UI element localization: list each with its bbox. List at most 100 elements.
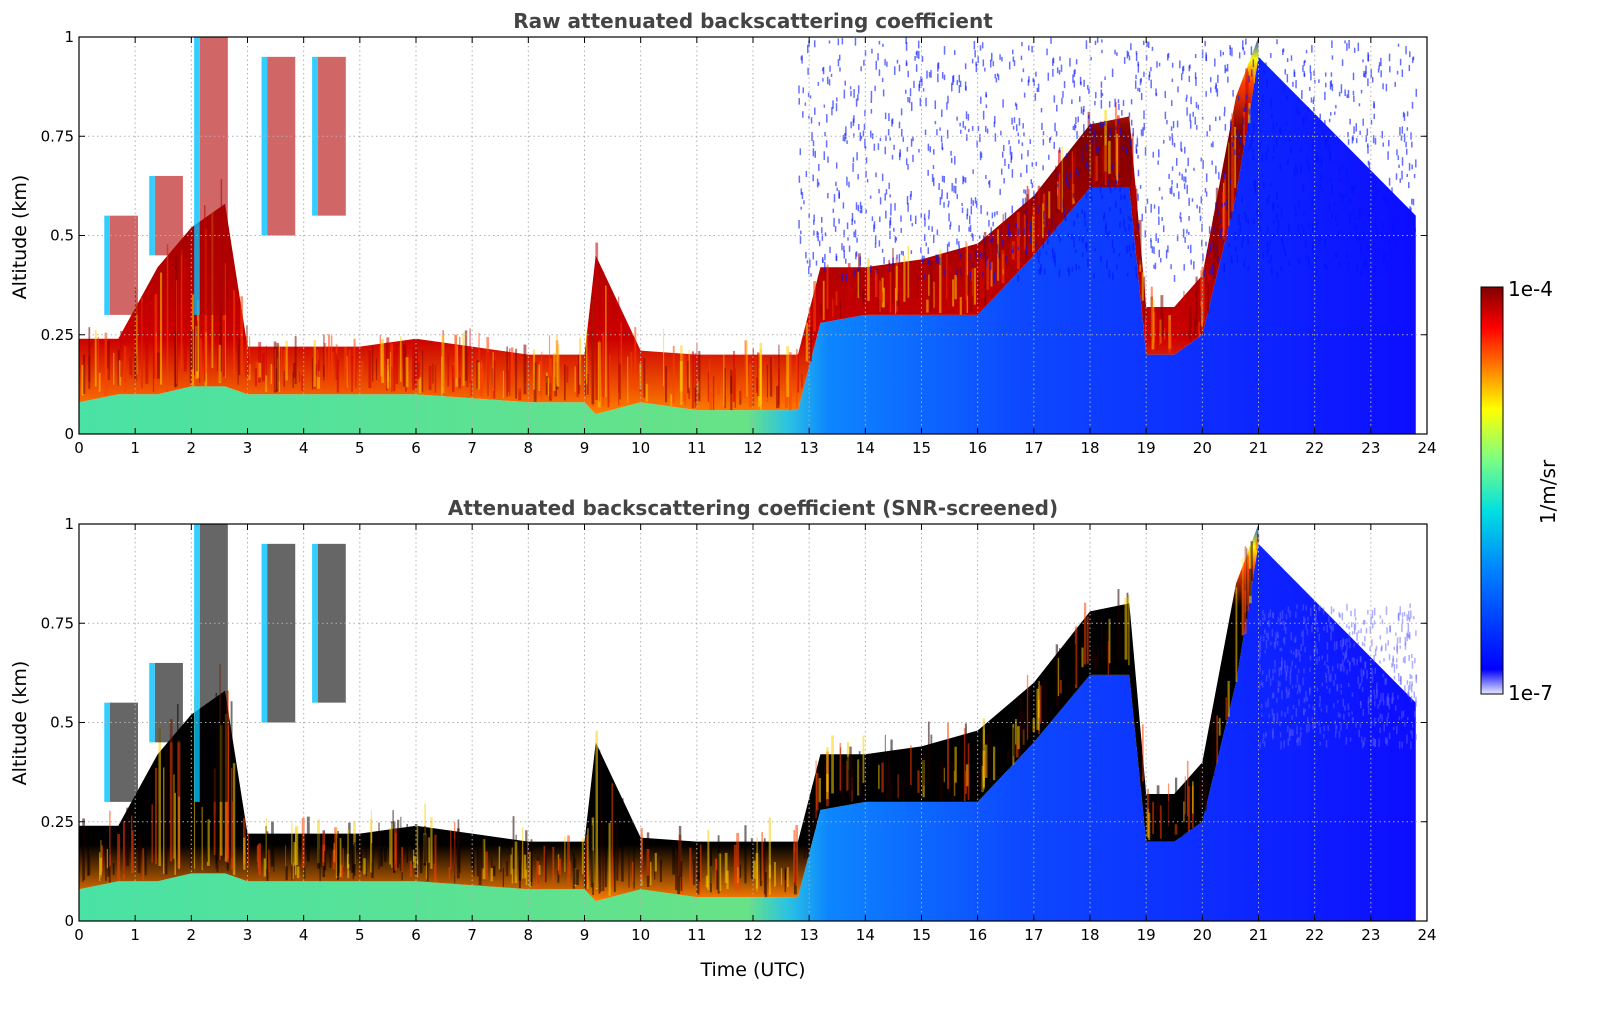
signal-streak [1093, 134, 1095, 186]
noise-speckle [1068, 209, 1070, 213]
noise-speckle [1347, 682, 1350, 687]
signal-streak [500, 850, 502, 872]
noise-speckle [1340, 84, 1343, 94]
noise-speckle [1058, 233, 1060, 238]
noise-speckle [1311, 717, 1314, 721]
noise-speckle [1362, 118, 1364, 126]
noise-speckle [1041, 122, 1043, 131]
noise-speckle [956, 116, 958, 121]
signal-streak [109, 810, 111, 869]
noise-speckle [812, 252, 815, 260]
noise-speckle [1003, 144, 1005, 152]
noise-speckle [1185, 98, 1188, 102]
noise-speckle [1319, 605, 1321, 611]
signal-streak [169, 718, 173, 862]
signal-streak [795, 825, 799, 886]
signal-streak [545, 375, 548, 396]
signal-streak [1247, 71, 1249, 114]
x-tick-label: 13 [800, 926, 819, 944]
noise-speckle [1277, 226, 1280, 231]
noise-speckle [905, 158, 908, 166]
noise-speckle [1315, 224, 1318, 231]
noise-speckle [1259, 741, 1261, 749]
noise-speckle [1152, 151, 1155, 158]
noise-speckle [1011, 205, 1014, 214]
noise-speckle [1383, 723, 1385, 732]
noise-speckle [1356, 236, 1358, 243]
noise-speckle [1198, 206, 1201, 214]
noise-speckle [1114, 98, 1116, 108]
noise-speckle [841, 38, 844, 45]
noise-speckle [1135, 144, 1138, 154]
signal-streak [319, 848, 321, 882]
noise-speckle [1074, 123, 1076, 131]
noise-speckle [961, 202, 963, 206]
noise-speckle [1052, 58, 1054, 67]
noise-speckle [1299, 736, 1301, 746]
noise-speckle [1345, 651, 1347, 659]
noise-speckle [1153, 264, 1155, 269]
noise-speckle [1231, 142, 1234, 147]
cloud-plume [109, 215, 138, 315]
signal-streak [477, 362, 481, 390]
signal-streak [1199, 306, 1202, 332]
signal-streak [953, 301, 956, 315]
signal-streak [947, 722, 949, 790]
noise-speckle [1103, 215, 1105, 222]
x-tick-label: 20 [1193, 439, 1212, 457]
noise-speckle [962, 175, 964, 185]
noise-speckle [1086, 142, 1088, 150]
signal-streak [145, 299, 149, 384]
noise-speckle [982, 235, 985, 245]
noise-speckle [816, 231, 818, 238]
signal-streak [688, 349, 690, 391]
noise-speckle [859, 209, 862, 214]
noise-speckle [1046, 221, 1048, 227]
signal-streak [425, 861, 428, 880]
noise-speckle [1241, 240, 1243, 249]
signal-streak [1135, 188, 1138, 242]
signal-streak [1212, 712, 1215, 777]
noise-speckle [822, 259, 824, 264]
noise-speckle [1385, 678, 1388, 685]
noise-speckle [1395, 173, 1398, 180]
noise-speckle [1396, 658, 1398, 663]
noise-speckle [870, 130, 872, 138]
noise-speckle [971, 233, 973, 238]
noise-speckle [1354, 217, 1357, 221]
noise-speckle [1290, 729, 1293, 736]
noise-speckle [976, 140, 978, 148]
noise-speckle [1318, 605, 1320, 612]
noise-speckle [1306, 717, 1309, 723]
noise-speckle [1082, 109, 1085, 116]
signal-streak [963, 727, 966, 802]
noise-speckle [1381, 221, 1384, 228]
signal-streak [888, 259, 890, 311]
noise-speckle [1346, 603, 1348, 611]
noise-speckle [991, 236, 993, 243]
signal-streak [618, 366, 620, 406]
noise-speckle [1259, 57, 1261, 65]
noise-speckle [1063, 208, 1065, 216]
noise-speckle [1158, 216, 1160, 225]
noise-speckle [1204, 40, 1206, 47]
noise-speckle [1176, 183, 1179, 189]
noise-speckle [1284, 712, 1286, 718]
noise-speckle [1025, 164, 1028, 174]
noise-speckle [1316, 687, 1319, 692]
noise-speckle [984, 67, 986, 72]
noise-speckle [1106, 260, 1108, 269]
noise-speckle [1333, 703, 1335, 709]
signal-streak [628, 845, 630, 888]
noise-speckle [874, 243, 877, 248]
signal-streak [895, 265, 898, 301]
noise-speckle [964, 125, 967, 130]
noise-speckle [1004, 158, 1006, 166]
noise-speckle [949, 224, 951, 230]
noise-speckle [1387, 697, 1390, 705]
signal-streak [304, 865, 306, 879]
signal-streak [348, 833, 351, 864]
noise-speckle [1348, 637, 1350, 642]
colorbar: 1e-4 1e-7 1/m/sr [1480, 277, 1560, 705]
noise-speckle [1339, 713, 1341, 718]
